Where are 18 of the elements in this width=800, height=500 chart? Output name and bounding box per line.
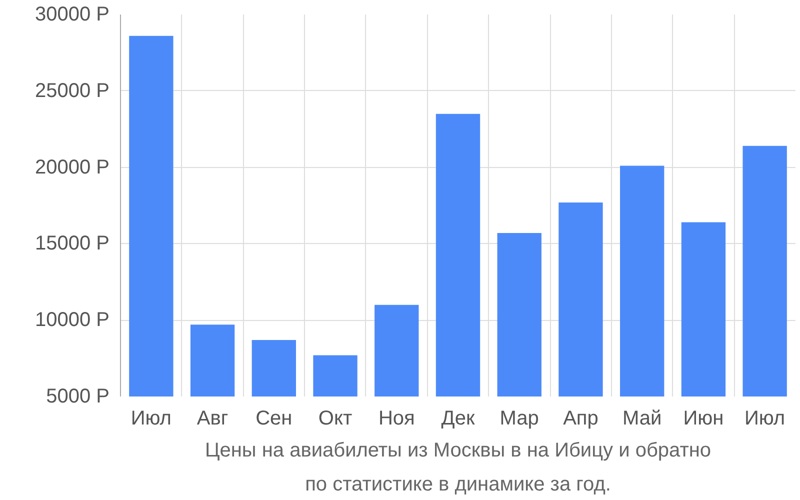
x-tick-label: Июл <box>130 408 172 430</box>
y-tick-label: 10000 Р <box>34 309 110 332</box>
text: Цены на авиабилеты из Москвы в на Ибицу и обратно по статистике в динамике за год. <box>204 440 712 496</box>
x-tick-label: Дек <box>441 408 475 430</box>
y-tick-label: 30000 Р <box>34 4 110 26</box>
x-tick-label: Ноя <box>378 408 415 430</box>
x-tick-label: Июн <box>683 408 724 430</box>
y-tick-label: 20000 Р <box>34 156 110 178</box>
y-tick-label: 15000 Р <box>34 232 110 255</box>
x-tick-label: Окт <box>318 408 352 430</box>
x-tick-label: Апр <box>563 408 598 430</box>
x-tick-label: Сен <box>256 408 292 430</box>
x-tick-label: Июл <box>744 408 786 430</box>
x-tick-label: Мар <box>500 408 539 430</box>
x-tick-label: Авг <box>196 408 228 430</box>
x-tick-label: Май <box>622 408 662 430</box>
y-tick-label: 25000 Р <box>34 80 110 102</box>
y-tick-label: 5000 Р <box>46 386 110 408</box>
